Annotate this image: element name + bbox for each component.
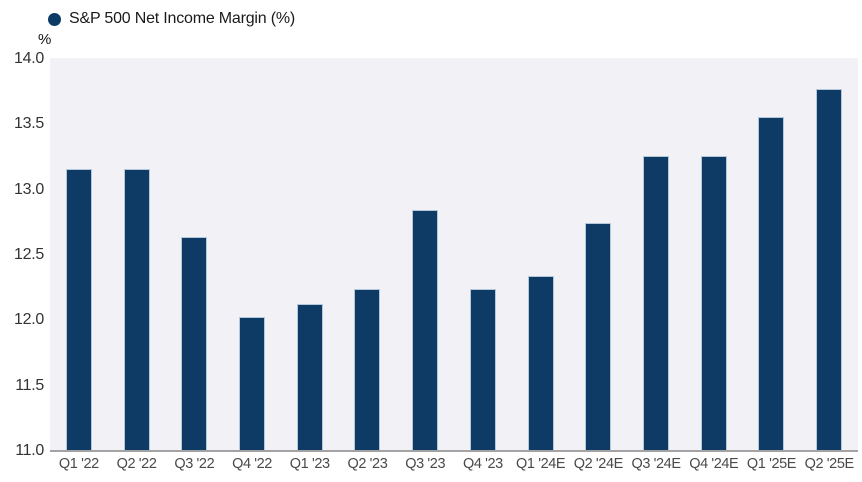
x-tick-label: Q2 '24E [573,456,624,472]
bar [65,169,92,450]
x-tick-label: Q2 '22 [116,456,157,472]
x-axis-tick-labels: Q1 '22 Q2 '22 Q3 '22 Q4 '22 Q1 '23 Q2 '23 Q3 '… [50,456,858,472]
legend-marker-icon [48,12,61,26]
bar [700,156,727,450]
bar [239,317,266,450]
bar [585,223,612,450]
x-tick-label: Q1 '23 [289,456,330,472]
x-tick-label: Q1 '24E [516,456,566,472]
x-tick-label: Q4 '24E [689,456,739,472]
bar-slot [800,58,858,450]
bar [354,289,381,450]
x-tick-label: Q3 '23 [405,456,446,472]
bar [123,169,150,450]
y-tick-label: 11.5 [15,377,44,394]
bar-slot [627,58,685,450]
bar [643,156,670,450]
bar [412,210,439,450]
bars-container [50,58,858,450]
y-tick-label: 14.0 [14,50,44,67]
legend-label: S&P 500 Net Income Margin (%) [69,10,296,27]
y-tick-label: 13.0 [14,181,44,198]
bar-slot [50,58,108,450]
x-tick-label: Q1 '22 [58,456,99,472]
bar [527,276,554,450]
bar [181,237,208,450]
x-tick-label: Q3 '22 [174,456,215,472]
legend: S&P 500 Net Income Margin (%) [48,10,295,28]
plot-area [50,58,858,450]
bar-slot [223,58,281,450]
bar-slot [165,58,223,450]
bar-slot [454,58,512,450]
bar [816,89,843,450]
y-tick-label: 12.5 [14,246,44,263]
x-tick-label: Q2 '23 [347,456,388,472]
bar [469,289,496,450]
bar-slot [396,58,454,450]
y-tick-label: 13.5 [14,115,44,132]
bar-slot [108,58,166,450]
bar-slot [685,58,743,450]
x-tick-label: Q2 '25E [804,456,855,472]
bar-slot [339,58,397,450]
x-tick-label: Q4 '23 [462,456,503,472]
y-tick-label: 11.0 [15,442,44,459]
bar-slot [569,58,627,450]
y-tick-label: 12.0 [14,311,44,328]
bar-slot [743,58,801,450]
bar [296,304,323,450]
bar [758,117,785,450]
x-tick-label: Q4 '22 [232,456,272,472]
bar-slot [512,58,570,450]
bar-slot [281,58,339,450]
x-tick-label: Q3 '24E [631,456,681,472]
y-axis-unit-label: % [38,31,52,48]
x-axis-line [50,450,858,452]
x-tick-label: Q1 '25E [746,456,797,472]
